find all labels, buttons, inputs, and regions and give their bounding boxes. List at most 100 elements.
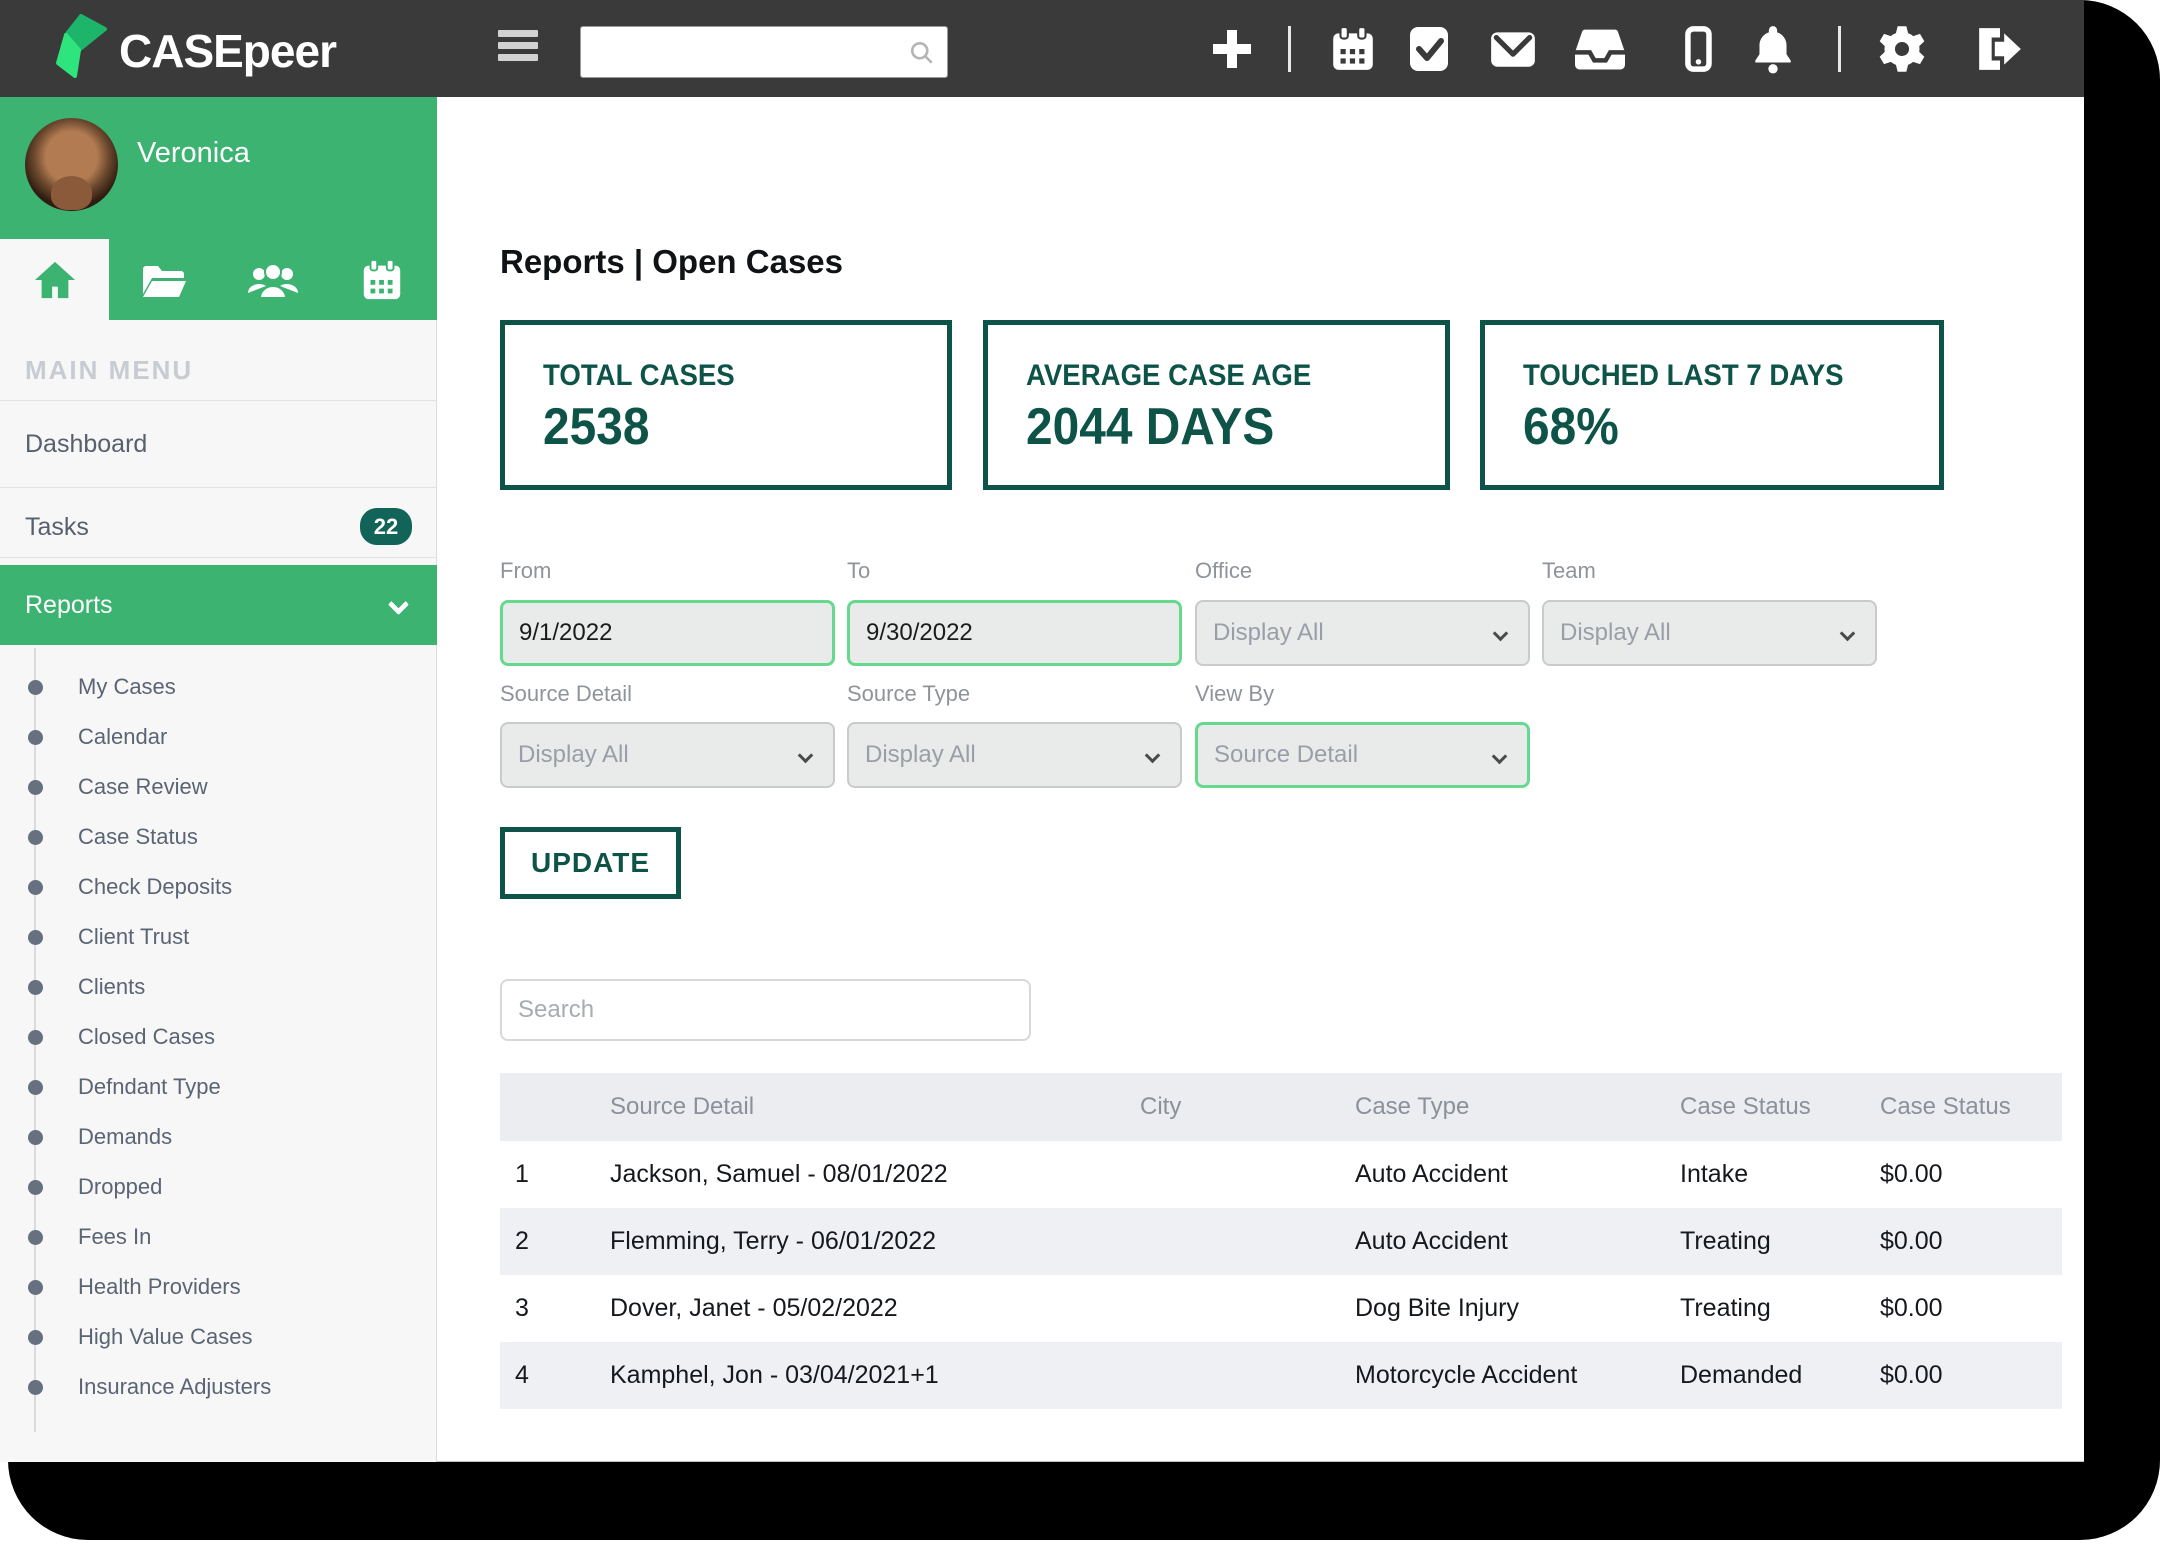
home-icon [34, 261, 75, 298]
sidebar-tabs [0, 239, 437, 320]
avatar[interactable] [25, 118, 118, 211]
team-select-value: Display All [1560, 619, 1671, 646]
cell-source-detail[interactable]: Dover, Janet - 05/02/2022 [610, 1294, 898, 1322]
notifications-bell-icon[interactable] [1748, 0, 1798, 97]
team-select[interactable]: Display All [1542, 600, 1877, 666]
submenu-check-deposits[interactable]: Check Deposits [0, 862, 437, 912]
table-search-input[interactable] [502, 981, 1029, 1039]
hamburger-menu-icon[interactable] [498, 30, 538, 66]
source-type-label: Source Type [847, 681, 971, 706]
logo-gem-icon [45, 14, 109, 87]
tab-home[interactable] [0, 239, 110, 320]
cell-source-detail[interactable]: Kamphel, Jon - 03/04/2021+1 [610, 1361, 939, 1389]
to-label: To [847, 558, 871, 583]
table-row[interactable]: 3 Dover, Janet - 05/02/2022 Dog Bite Inj… [500, 1275, 2062, 1342]
from-date-input[interactable] [519, 619, 799, 647]
tab-contacts[interactable] [219, 239, 328, 320]
cell-case-status: Intake [1680, 1160, 1749, 1188]
bullet-icon [28, 879, 43, 895]
submenu-dropped[interactable]: Dropped [0, 1162, 437, 1212]
source-detail-select[interactable]: Display All [500, 722, 835, 788]
col-header-source-detail[interactable]: Source Detail [610, 1093, 755, 1120]
col-header-city[interactable]: City [1140, 1093, 1182, 1120]
calendar-icon [364, 258, 401, 299]
topbar: CASEpeer [0, 0, 2084, 97]
table-row[interactable]: 1 Jackson, Samuel - 08/01/2022 Auto Acci… [500, 1141, 2062, 1208]
cell-case-type: Dog Bite Injury [1355, 1294, 1519, 1322]
col-header-case-type[interactable]: Case Type [1355, 1093, 1470, 1120]
app-window: CASEpeer [0, 0, 2084, 1462]
submenu-calendar[interactable]: Calendar [0, 712, 437, 762]
logout-icon[interactable] [1972, 0, 2028, 97]
cell-source-detail[interactable]: Jackson, Samuel - 08/01/2022 [610, 1160, 948, 1188]
table-header-row: Source Detail City Case Type Case Status… [500, 1073, 2062, 1141]
mobile-icon[interactable] [1676, 0, 1720, 97]
bullet-icon [28, 1329, 43, 1345]
chevron-down-icon [1491, 748, 1508, 765]
inbox-icon[interactable] [1572, 0, 1628, 97]
users-icon [248, 262, 299, 299]
submenu-my-cases[interactable]: My Cases [0, 662, 437, 712]
update-button[interactable]: UPDATE [500, 827, 681, 899]
submenu-demands[interactable]: Demands [0, 1112, 437, 1162]
tab-calendar[interactable] [328, 239, 437, 320]
view-by-select-value: Source Detail [1214, 741, 1359, 768]
col-header-case-status-2[interactable]: Case Status [1880, 1093, 2011, 1120]
table-row[interactable]: 2 Flemming, Terry - 06/01/2022 Auto Acci… [500, 1208, 2062, 1275]
submenu-closed-cases[interactable]: Closed Cases [0, 1012, 437, 1062]
cell-amount: $0.00 [1880, 1294, 1943, 1322]
tasks-count-badge: 22 [360, 508, 412, 545]
tasks-check-icon[interactable] [1406, 0, 1452, 97]
chevron-down-icon [1144, 747, 1161, 764]
view-by-select[interactable]: Source Detail [1195, 722, 1530, 788]
table-row[interactable]: 4 Kamphel, Jon - 03/04/2021+1 Motorcycle… [500, 1342, 2062, 1409]
sidebar-item-tasks[interactable]: Tasks [0, 492, 437, 562]
settings-gear-icon[interactable] [1876, 0, 1928, 97]
col-header-case-status[interactable]: Case Status [1680, 1093, 1811, 1120]
cell-source-detail[interactable]: Flemming, Terry - 06/01/2022 [610, 1227, 937, 1255]
team-label: Team [1542, 558, 1596, 583]
submenu-high-value-cases[interactable]: High Value Cases [0, 1312, 437, 1362]
cell-amount: $0.00 [1880, 1227, 1943, 1255]
bullet-icon [28, 729, 43, 745]
chevron-down-icon [1839, 625, 1856, 642]
sidebar-item-dashboard[interactable]: Dashboard [0, 409, 437, 479]
source-detail-label: Source Detail [500, 681, 633, 706]
submenu-client-trust[interactable]: Client Trust [0, 912, 437, 962]
mail-icon[interactable] [1488, 0, 1538, 97]
submenu-health-providers[interactable]: Health Providers [0, 1262, 437, 1312]
from-date-field [500, 600, 835, 666]
tab-cases[interactable] [109, 239, 218, 320]
calendar-icon[interactable] [1328, 0, 1378, 97]
submenu-case-status[interactable]: Case Status [0, 812, 437, 862]
office-select-value: Display All [1213, 619, 1324, 646]
sidebar-item-label: Tasks [25, 512, 89, 541]
global-search-input[interactable] [593, 27, 893, 77]
source-type-select[interactable]: Display All [847, 722, 1182, 788]
user-name: Veronica [137, 137, 250, 169]
submenu-clients[interactable]: Clients [0, 962, 437, 1012]
office-select[interactable]: Display All [1195, 600, 1530, 666]
sidebar-item-label: Reports [25, 590, 113, 619]
submenu-insurance-adjusters[interactable]: Insurance Adjusters [0, 1362, 437, 1412]
add-icon[interactable] [1208, 0, 1256, 97]
main-menu-label: MAIN MENU [25, 355, 194, 385]
submenu-defndant-type[interactable]: Defndant Type [0, 1062, 437, 1112]
divider [0, 487, 437, 488]
bullet-icon [28, 1229, 43, 1245]
submenu-fees-in[interactable]: Fees In [0, 1212, 437, 1262]
sidebar-item-label: Dashboard [25, 429, 148, 458]
cell-case-status: Demanded [1680, 1361, 1803, 1389]
app-logo[interactable]: CASEpeer [45, 14, 337, 87]
to-date-input[interactable] [866, 619, 1146, 647]
bullet-icon [28, 1279, 43, 1295]
submenu-case-review[interactable]: Case Review [0, 762, 437, 812]
search-icon [910, 41, 933, 64]
chevron-down-icon [387, 593, 410, 616]
bullet-icon [28, 1029, 43, 1045]
page-title: Reports | Open Cases [500, 243, 844, 280]
from-label: From [500, 558, 552, 583]
bullet-icon [28, 1379, 43, 1395]
divider [0, 400, 437, 401]
sidebar-item-reports[interactable]: Reports [0, 565, 437, 645]
